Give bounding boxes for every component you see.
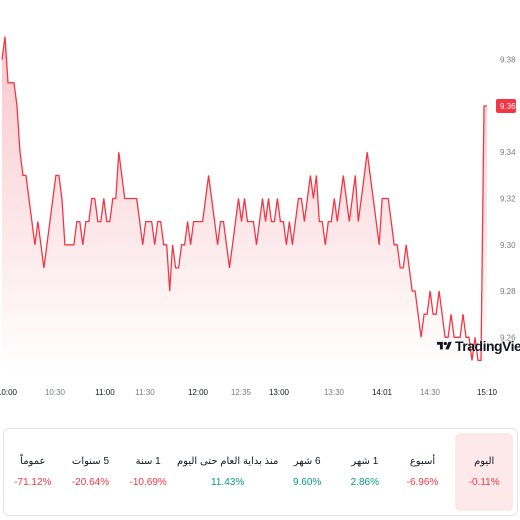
performance-period-label: عموماً (20, 456, 46, 467)
performance-period-value: 11.43% (211, 477, 245, 488)
performance-period-tab[interactable]: 5 سنوات ‎-20.64% (62, 429, 120, 515)
tradingview-logo-text: TradingView (455, 338, 520, 354)
performance-period-label: اليوم (474, 456, 495, 467)
performance-period-value: 9.60% (292, 477, 322, 488)
y-tick-label: 9.28 (500, 287, 516, 296)
performance-period-label: 1 شهر (351, 456, 379, 467)
x-tick-label: 12:00 (188, 388, 209, 397)
tradingview-logo[interactable]: TradingView (437, 338, 520, 354)
x-tick-label: 13:30 (324, 388, 345, 397)
x-tick-label: 11:30 (135, 388, 155, 397)
performance-period-value: ‎-71.12% (14, 477, 52, 488)
performance-period-tab[interactable]: عموماً ‎-71.12% (4, 429, 62, 515)
price-series-line (1, 36, 487, 362)
y-tick-label: 9.26 (500, 333, 516, 342)
x-tick-label: 11:00 (95, 388, 115, 397)
current-price-badge (496, 98, 516, 113)
performance-period-tab[interactable]: 6 شهر 9.60% (278, 429, 336, 515)
x-tick-label: 14:01 (372, 388, 393, 397)
x-tick-label: 10:30 (45, 388, 66, 397)
performance-period-tab[interactable]: 1 شهر 2.86% (336, 429, 394, 515)
performance-period-label: أسبوع (409, 456, 436, 467)
performance-period-value: ‎-6.96% (406, 477, 439, 488)
x-tick-label: 12:35 (231, 388, 252, 397)
performance-period-label: منذ بداية العام حتى اليوم (176, 456, 279, 467)
performance-period-value: ‎-0.11% (468, 477, 500, 488)
y-tick-label: 9.32 (500, 195, 516, 204)
y-tick-label: 9.30 (500, 241, 516, 250)
performance-period-value: ‎-20.64% (71, 477, 110, 488)
current-price-label: 9.36 (500, 102, 516, 111)
performance-period-tab[interactable]: أسبوع ‎-6.96% (394, 429, 452, 515)
performance-period-tab[interactable]: منذ بداية العام حتى اليوم 11.43% (177, 429, 278, 515)
price-chart-svg[interactable]: 9.38 9.36 9.34 9.32 9.30 9.28 9.26 10:00 10:30 1… (0, 0, 520, 405)
performance-period-value: 2.86% (350, 477, 379, 488)
x-tick-label: 13:00 (269, 388, 290, 397)
x-tick-label: 14:30 (420, 388, 441, 397)
performance-period-tab[interactable]: اليوم ‎-0.11% (455, 433, 513, 511)
x-tick-label: 10:00 (0, 388, 18, 397)
price-area-fill (2, 36, 487, 372)
performance-period-label: 1 سنة (135, 456, 161, 467)
performance-period-label: 5 سنوات (71, 456, 110, 467)
price-chart[interactable]: 9.38 9.36 9.34 9.32 9.30 9.28 9.26 10:00 10:30 1… (0, 0, 520, 405)
y-tick-label: 9.34 (500, 148, 516, 157)
performance-period-label: 6 شهر (293, 456, 321, 467)
performance-period-value: ‎-10.69% (129, 477, 167, 488)
performance-panel: اليوم ‎-0.11% أسبوع ‎-6.96% 1 شهر 2.86% 6 شهر 9… (3, 428, 518, 516)
y-tick-label: 9.38 (500, 56, 516, 65)
performance-period-tab[interactable]: 1 سنة ‎-10.69% (119, 429, 177, 515)
tradingview-logo-icon (437, 341, 452, 350)
x-tick-label: 15:10 (477, 388, 498, 397)
